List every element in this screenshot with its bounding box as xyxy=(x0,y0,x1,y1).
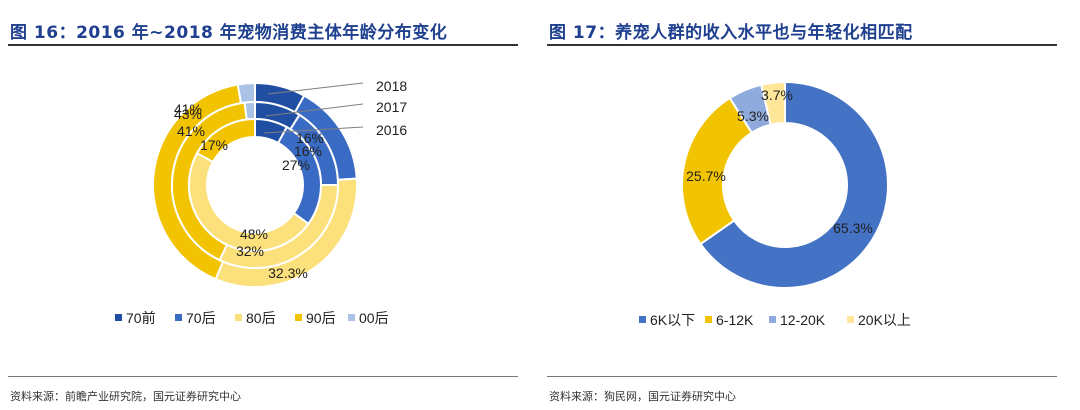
data-label-2018-90: 41% xyxy=(177,123,205,139)
callout-line-2016 xyxy=(263,126,364,134)
legend-label: 80后 xyxy=(246,310,276,326)
chart-title: 图 16：2016 年~2018 年宠物消费主体年龄分布变化 xyxy=(10,23,448,43)
right-chart-panel: 图 17：养宠人群的收入水平也与年轻化相匹配 65.3% 25.7% 5.3% 3.7… xyxy=(547,0,1059,410)
legend-label: 90后 xyxy=(306,310,336,326)
legend-marker-80-2 xyxy=(235,314,242,321)
data-label-2018-80: 32.3% xyxy=(268,265,308,281)
legend-marker-90-3 xyxy=(295,314,302,321)
legend-label: 20K以上 xyxy=(858,312,911,328)
callout-line-2018 xyxy=(267,82,364,95)
data-label-2016-90: 17% xyxy=(200,137,228,153)
legend-label: 70后 xyxy=(186,310,216,326)
income-donut-chart: 65.3% 25.7% 5.3% 3.7% 6K以下 6-12K 12-20K 20K以上 xyxy=(639,80,911,328)
legend-label: 12-20K xyxy=(780,312,826,328)
donut-slice-6k-0 xyxy=(699,80,889,289)
data-label-extra: 43% xyxy=(174,106,202,122)
data-label-0: 65.3% xyxy=(833,220,873,236)
series-label-2018: 2018 xyxy=(376,78,407,94)
ring-2016-slice-90 xyxy=(195,117,256,164)
legend-marker-70-0 xyxy=(115,314,122,321)
legend-label: 70前 xyxy=(126,310,156,326)
data-label-1: 25.7% xyxy=(686,168,726,184)
footer-rule xyxy=(547,376,1057,377)
title-rule xyxy=(8,44,518,46)
callout-line-2017 xyxy=(265,103,364,117)
legend-label: 6-12K xyxy=(716,312,754,328)
footer-rule xyxy=(8,376,518,377)
legend-marker-00-4 xyxy=(348,314,355,321)
legend-label: 00后 xyxy=(359,310,389,326)
legend-marker-income-1 xyxy=(705,316,712,323)
legend-marker-70-1 xyxy=(175,314,182,321)
legend-marker-income-3 xyxy=(847,316,854,323)
left-chart-panel: 图 16：2016 年~2018 年宠物消费主体年龄分布变化 16% 32.3% 4… xyxy=(8,0,520,410)
series-label-2017: 2017 xyxy=(376,99,407,115)
title-rule xyxy=(547,44,1057,46)
donut-slice-20k-3 xyxy=(760,80,786,126)
data-label-2018-70: 16% xyxy=(296,130,324,146)
data-label-2016-70: 27% xyxy=(282,157,310,173)
data-label-2017-90: 41% xyxy=(174,101,202,117)
ring-2017-slice-00 xyxy=(243,100,256,121)
age-distribution-ring-chart: 16% 32.3% 41% 16% 32% 41% 27% 48% 17% 43% 2018 2017… xyxy=(115,78,407,326)
legend-marker-income-0 xyxy=(639,316,646,323)
source-note: 资料来源：狗民网，国元证券研究中心 xyxy=(549,390,736,403)
data-label-2016-80: 48% xyxy=(240,226,268,242)
chart-title: 图 17：养宠人群的收入水平也与年轻化相匹配 xyxy=(549,23,913,43)
data-label-3: 3.7% xyxy=(761,87,793,103)
data-label-2017-80: 32% xyxy=(236,243,264,259)
data-label-2: 5.3% xyxy=(737,108,769,124)
ring-2018-slice-00 xyxy=(236,81,256,105)
data-label-2017-70: 16% xyxy=(294,143,322,159)
series-label-2016: 2016 xyxy=(376,122,407,138)
source-note: 资料来源：前瞻产业研究院，国元证券研究中心 xyxy=(10,390,241,403)
legend-label: 6K以下 xyxy=(650,312,695,328)
legend-marker-income-2 xyxy=(769,316,776,323)
